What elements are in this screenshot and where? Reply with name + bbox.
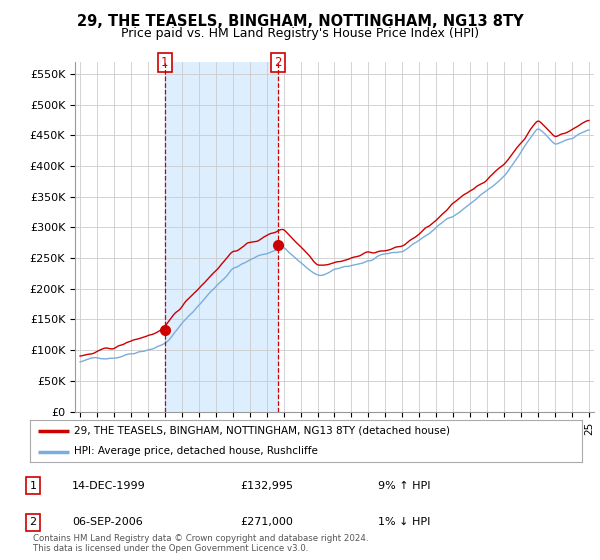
Text: 9% ↑ HPI: 9% ↑ HPI (378, 481, 431, 491)
Text: 29, THE TEASELS, BINGHAM, NOTTINGHAM, NG13 8TY: 29, THE TEASELS, BINGHAM, NOTTINGHAM, NG… (77, 14, 523, 29)
Text: 29, THE TEASELS, BINGHAM, NOTTINGHAM, NG13 8TY (detached house): 29, THE TEASELS, BINGHAM, NOTTINGHAM, NG… (74, 426, 450, 436)
Text: 2: 2 (274, 56, 282, 69)
Text: £132,995: £132,995 (240, 481, 293, 491)
Bar (165, 62, 278, 412)
Text: Contains HM Land Registry data © Crown copyright and database right 2024.
This d: Contains HM Land Registry data © Crown c… (33, 534, 368, 553)
Text: £271,000: £271,000 (240, 517, 293, 527)
Text: 1% ↓ HPI: 1% ↓ HPI (378, 517, 430, 527)
Text: 2: 2 (29, 517, 37, 527)
Text: 06-SEP-2006: 06-SEP-2006 (72, 517, 143, 527)
Text: HPI: Average price, detached house, Rushcliffe: HPI: Average price, detached house, Rush… (74, 446, 318, 456)
Text: 1: 1 (29, 481, 37, 491)
Text: Price paid vs. HM Land Registry's House Price Index (HPI): Price paid vs. HM Land Registry's House … (121, 27, 479, 40)
Text: 14-DEC-1999: 14-DEC-1999 (72, 481, 146, 491)
Text: 1: 1 (161, 56, 169, 69)
